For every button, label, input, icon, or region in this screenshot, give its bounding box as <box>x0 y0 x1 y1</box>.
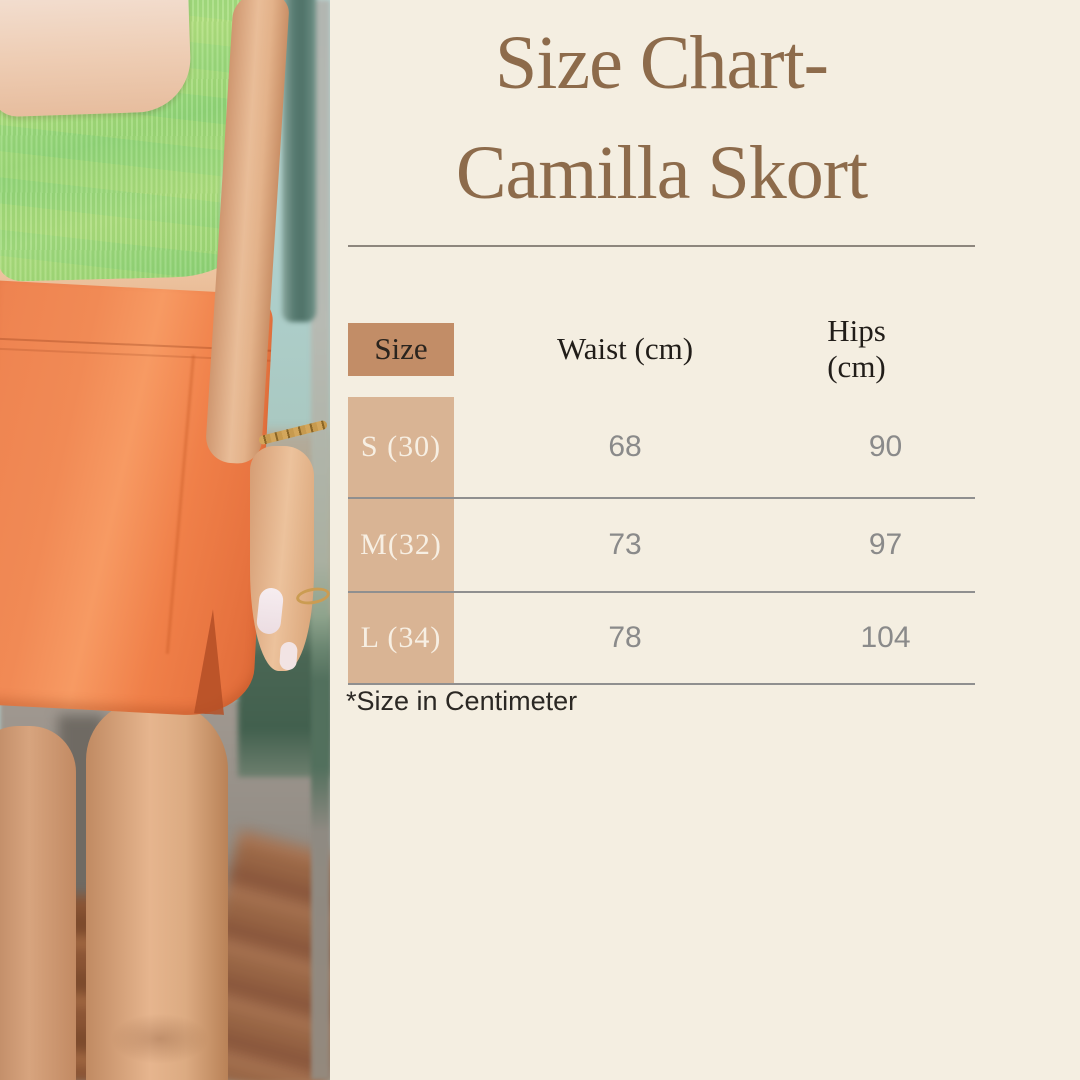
waist-value: 73 <box>608 528 642 561</box>
table-header-row: Size Waist (cm) Hips (cm) <box>348 313 975 385</box>
waist-value: 78 <box>608 621 642 654</box>
table-row-s: S (30) 68 90 <box>348 397 975 499</box>
size-label: M(32) <box>348 499 454 591</box>
model-hand <box>250 446 314 671</box>
page-title: Size Chart- Camilla Skort <box>348 8 975 228</box>
hips-value: 90 <box>868 430 903 463</box>
model-back-leg <box>0 726 76 1080</box>
hips-column-header: Hips (cm) <box>827 313 886 384</box>
size-label: S (30) <box>348 397 454 497</box>
hips-value: 97 <box>868 528 903 561</box>
size-footnote: *Size in Centimeter <box>346 686 578 716</box>
size-label: L (34) <box>348 593 454 683</box>
photo-door-frame <box>282 0 316 322</box>
page-title-line-2: Camilla Skort <box>455 131 868 215</box>
hips-value: 104 <box>860 621 911 654</box>
title-divider <box>348 245 975 247</box>
skort-pleat-seam <box>165 354 195 654</box>
product-photo <box>0 0 330 1080</box>
skort-hem-slit <box>194 609 229 715</box>
waist-value: 68 <box>608 430 642 463</box>
size-column-header: Size <box>348 322 454 376</box>
finger-nail <box>279 641 298 671</box>
model-front-leg <box>86 700 228 1080</box>
size-chart-panel: Size Chart- Camilla Skort Size Waist (cm… <box>330 0 1080 1080</box>
table-row-l: L (34) 78 104 <box>348 593 975 685</box>
waist-column-header: Waist (cm) <box>556 331 694 366</box>
page-title-line-1: Size Chart- <box>494 21 829 105</box>
table-row-m: M(32) 73 97 <box>348 499 975 593</box>
size-table: Size Waist (cm) Hips (cm) S (30) 68 90 M… <box>348 313 975 685</box>
model-chest <box>0 0 193 118</box>
